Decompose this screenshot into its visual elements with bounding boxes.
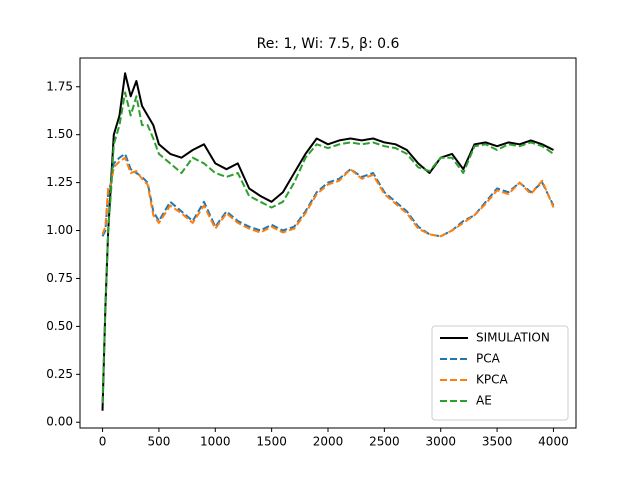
y-tick-label: 0.00	[46, 415, 73, 429]
y-tick-label: 0.75	[46, 271, 73, 285]
legend-label: SIMULATION	[476, 331, 550, 345]
y-tick-label: 1.50	[46, 127, 73, 141]
x-tick-label: 2500	[369, 435, 400, 449]
x-tick-label: 1000	[200, 435, 231, 449]
x-tick-label: 4000	[538, 435, 569, 449]
y-tick-label: 0.50	[46, 319, 73, 333]
y-tick-label: 1.75	[46, 79, 73, 93]
legend-label: KPCA	[476, 373, 508, 387]
legend-label: PCA	[476, 352, 501, 366]
y-tick-label: 1.25	[46, 175, 73, 189]
x-tick-label: 0	[99, 435, 107, 449]
line-series	[101, 91, 555, 404]
plot-frame	[79, 57, 577, 429]
legend-box	[431, 325, 569, 421]
x-tick-label: 2000	[313, 435, 344, 449]
y-tick-label: 0.25	[46, 367, 73, 381]
x-tick-label: 3500	[482, 435, 513, 449]
line-series	[101, 156, 555, 238]
chart-title: Re: 1, Wi: 7.5, β: 0.6	[257, 36, 400, 52]
y-tick-label: 1.00	[46, 223, 73, 237]
legend-label: AE	[476, 394, 492, 408]
line-series	[101, 72, 554, 411]
x-tick-label: 500	[147, 435, 170, 449]
x-tick-label: 1500	[256, 435, 287, 449]
x-tick-label: 3000	[425, 435, 456, 449]
